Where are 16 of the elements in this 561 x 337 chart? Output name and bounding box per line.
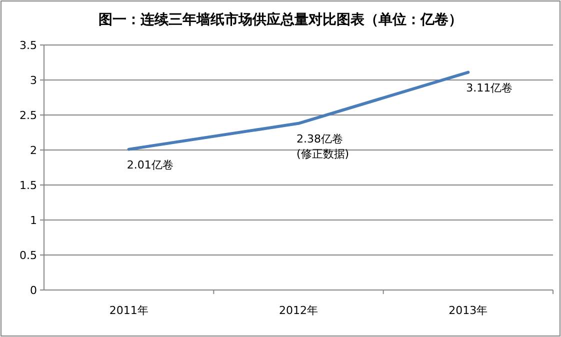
y-tick-label: 2.5	[20, 109, 37, 122]
annotation: (修正数据)	[296, 147, 350, 160]
chart-title: 图一：连续三年墙纸市场供应总量对比图表（单位：亿卷）	[98, 11, 462, 28]
data-label: 2.38亿卷	[296, 132, 343, 146]
x-tick-label: 2012年	[279, 304, 318, 317]
y-tick-label: 0	[30, 284, 37, 297]
y-tick-label: 1	[30, 214, 37, 227]
y-tick-label: 3.5	[20, 39, 37, 52]
y-tick-label: 1.5	[20, 179, 37, 192]
data-label: 2.01亿卷	[126, 158, 174, 172]
y-tick-label: 2	[30, 144, 37, 157]
data-label: 3.11亿卷	[466, 81, 513, 94]
x-tick-label: 2013年	[448, 304, 488, 317]
x-tick-label: 2011年	[109, 304, 148, 317]
y-tick-label: 0.5	[20, 249, 37, 262]
y-tick-label: 3	[30, 74, 37, 87]
